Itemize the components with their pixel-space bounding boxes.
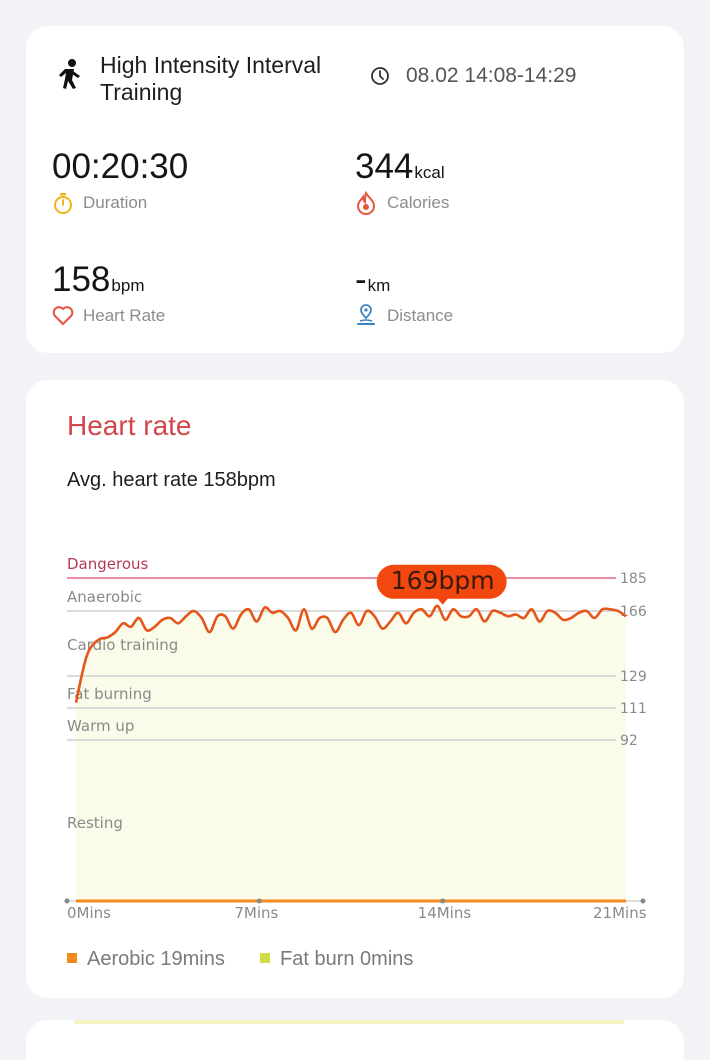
x-tick-label: 0Mins: [67, 904, 111, 922]
next-card-strip: [74, 1020, 624, 1024]
x-tick-dot: [256, 898, 262, 904]
calories-unit: kcal: [414, 163, 445, 182]
zone-label: Cardio training: [67, 636, 178, 654]
y-tick-label: 129: [620, 669, 647, 685]
zone-label: Resting: [67, 814, 123, 832]
heart-rate-value: 158bpm: [52, 260, 145, 299]
location-pin-icon: [357, 304, 375, 325]
chart-area-fill: [76, 605, 626, 901]
legend-aerobic: Aerobic 19mins: [87, 948, 225, 970]
avg-heart-rate: Avg. heart rate 158bpm: [67, 469, 276, 491]
heart-rate-chart: Dangerous Anaerobic Cardio training Fat bur…: [64, 555, 647, 922]
y-tick-label: 185: [620, 571, 647, 587]
max-bpm-bubble: [376, 564, 507, 599]
legend-swatch-fat-burn: [260, 953, 270, 963]
distance-label: Distance: [387, 306, 454, 325]
stopwatch-icon: [54, 193, 72, 214]
x-tick-label: 14Mins: [418, 904, 472, 922]
max-bpm-label: 169bpm: [391, 566, 495, 595]
legend-swatch-aerobic: [67, 953, 77, 963]
running-icon: [59, 59, 80, 89]
heart-rate-unit: bpm: [111, 276, 145, 295]
duration-value: 00:20:30: [52, 147, 189, 186]
distance-value: -km: [355, 260, 391, 299]
zone-label: Dangerous: [67, 555, 149, 573]
x-tick-dot: [440, 898, 446, 904]
distance-unit: km: [367, 276, 391, 295]
x-tick-dot: [640, 898, 646, 904]
zone-label: Warm up: [67, 717, 134, 735]
calories-value: 344kcal: [355, 147, 445, 186]
workout-datetime: 08.02 14:08-14:29: [406, 64, 577, 87]
heart-rate-label: Heart Rate: [83, 306, 166, 325]
max-bpm-pointer: [436, 597, 449, 605]
y-tick-label: 111: [620, 701, 647, 717]
y-tick-label: 92: [620, 733, 638, 749]
legend-fat-burn: Fat burn 0mins: [280, 948, 414, 970]
next-card: [26, 1020, 684, 1060]
heart-rate-card: Dangerous Anaerobic Cardio training Fat bur…: [26, 380, 684, 998]
flame-icon: [356, 191, 376, 215]
zone-label: Anaerobic: [67, 588, 142, 606]
x-tick-label: 7Mins: [234, 904, 278, 922]
workout-title: High Intensity Interval Training: [100, 52, 322, 105]
x-tick-label: 21Mins: [593, 904, 647, 922]
clock-icon: [371, 67, 389, 85]
calories-label: Calories: [387, 193, 450, 212]
heart-icon: [52, 306, 74, 325]
heart-rate-line: [74, 604, 627, 703]
heart-rate-title: Heart rate: [67, 410, 192, 441]
zone-label: Fat burning: [67, 685, 152, 703]
x-tick-dot: [64, 898, 70, 904]
duration-label: Duration: [83, 193, 148, 212]
workout-summary-card: High Intensity Interval Training 08.02 1…: [26, 26, 684, 353]
y-tick-label: 166: [620, 604, 647, 620]
